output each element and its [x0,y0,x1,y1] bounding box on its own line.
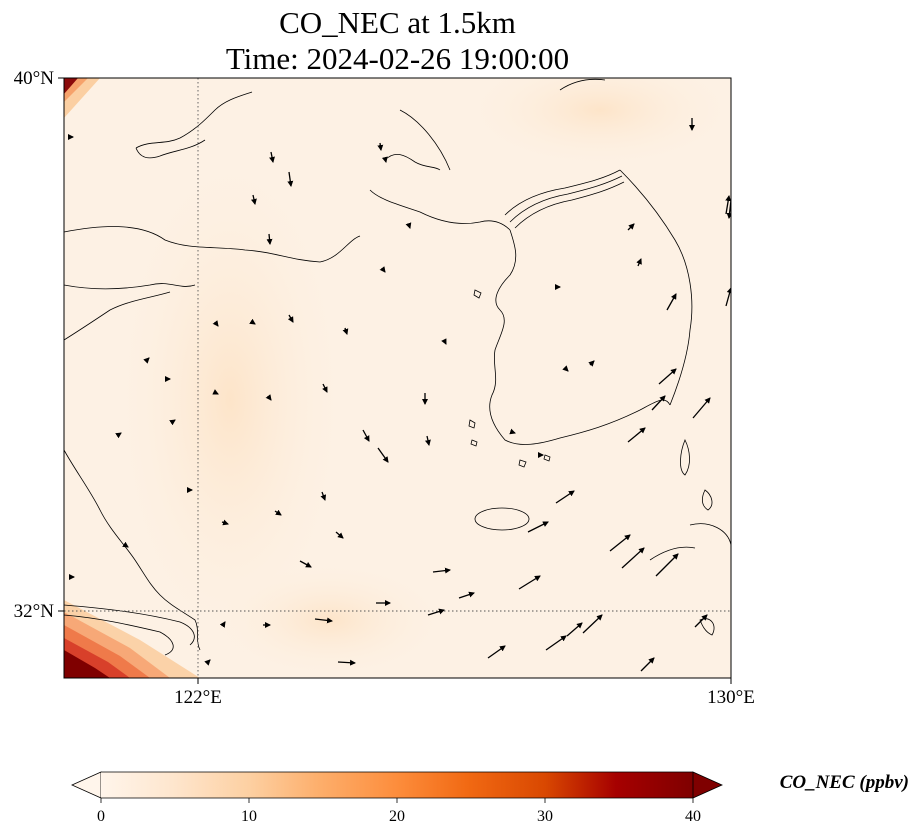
wind-arrow [458,591,475,599]
concentration-field [64,78,731,678]
wind-arrow [212,320,219,327]
wind-arrow [377,142,384,151]
colorbar-title: CO_NEC (ppbv) [780,772,909,793]
map-title-line2: Time: 2024-02-26 19:00:00 [225,41,570,76]
wind-arrow [725,287,731,307]
colorbar-tick-20: 20 [389,808,405,825]
wind-arrow [362,429,370,442]
wind-arrow [337,659,356,666]
wind-arrow [725,195,731,215]
wind-arrow [212,389,219,395]
wind-arrow [621,547,645,569]
lat-tick-40: 40°N [14,68,55,89]
wind-arrow [169,419,176,426]
wind-arrow [640,657,655,672]
lon-tick-130: 130°E [707,687,755,708]
wind-arrow [287,171,294,187]
colorbar-tick-0: 0 [97,808,105,825]
wind-arrow [221,519,229,526]
wind-arrow [266,233,273,245]
wind-arrow [545,635,567,651]
colorbar-min-extend [71,771,102,799]
wind-arrow [562,365,569,372]
wind-arrow [582,614,603,634]
colorbar-gradient [101,772,693,798]
map-title-line1: CO_NEC at 1.5km [279,5,516,40]
wind-arrow [655,553,679,577]
wind-arrow [249,318,256,325]
wind-arrow [287,314,294,323]
wind-arrow [379,266,386,273]
wind-arrow [555,490,575,504]
wind-arrow [274,509,282,516]
wind-arrow [432,567,451,574]
wind-arrow [694,614,708,628]
wind-arrow [342,327,349,335]
lon-tick-122: 122°E [174,687,222,708]
wind-arrow [509,428,516,435]
wind-arrow [487,645,506,659]
wind-arrow [265,394,272,401]
wind-arrow [320,491,327,501]
wind-arrow [566,622,583,637]
wind-arrow [518,575,541,590]
wind-arrow [322,383,328,393]
wind-arrow [609,534,631,552]
wind-arrow [335,531,344,539]
wind-arrow [424,435,431,446]
wind-arrow [269,151,275,163]
wind-arrow [627,223,635,231]
wind-arrow [666,293,677,311]
wind-arrow [588,360,595,367]
wind-arrow [692,397,711,419]
colorbar-tick-30: 30 [537,808,553,825]
wind-arrow [250,194,257,205]
wind-arrow [377,447,389,463]
wind-arrow [636,258,642,267]
wind-arrow [441,338,447,345]
wind-arrow [143,357,150,364]
colorbar-tick-40: 40 [685,808,701,825]
wind-arrow [115,432,122,439]
colorbar-tick-10: 10 [241,808,257,825]
wind-arrow [314,617,333,624]
wind-vectors [68,118,731,672]
wind-arrow [122,541,129,548]
wind-arrow [527,521,549,533]
wind-arrow [627,427,646,443]
wind-arrow [219,621,226,628]
plot-frame [63,77,732,679]
colorbar-max-extend [692,771,723,799]
wind-arrow [651,395,666,411]
colorbar: 0 10 20 30 40 CO_NEC (ppbv) [71,771,909,825]
lat-tick-32: 32°N [14,601,55,622]
wind-arrow [427,608,445,616]
wind-arrow [204,659,211,666]
coastlines [64,78,731,656]
wind-arrow [299,560,312,568]
wind-arrow [381,156,388,163]
wind-arrow [405,222,412,229]
wind-arrow [658,368,677,385]
